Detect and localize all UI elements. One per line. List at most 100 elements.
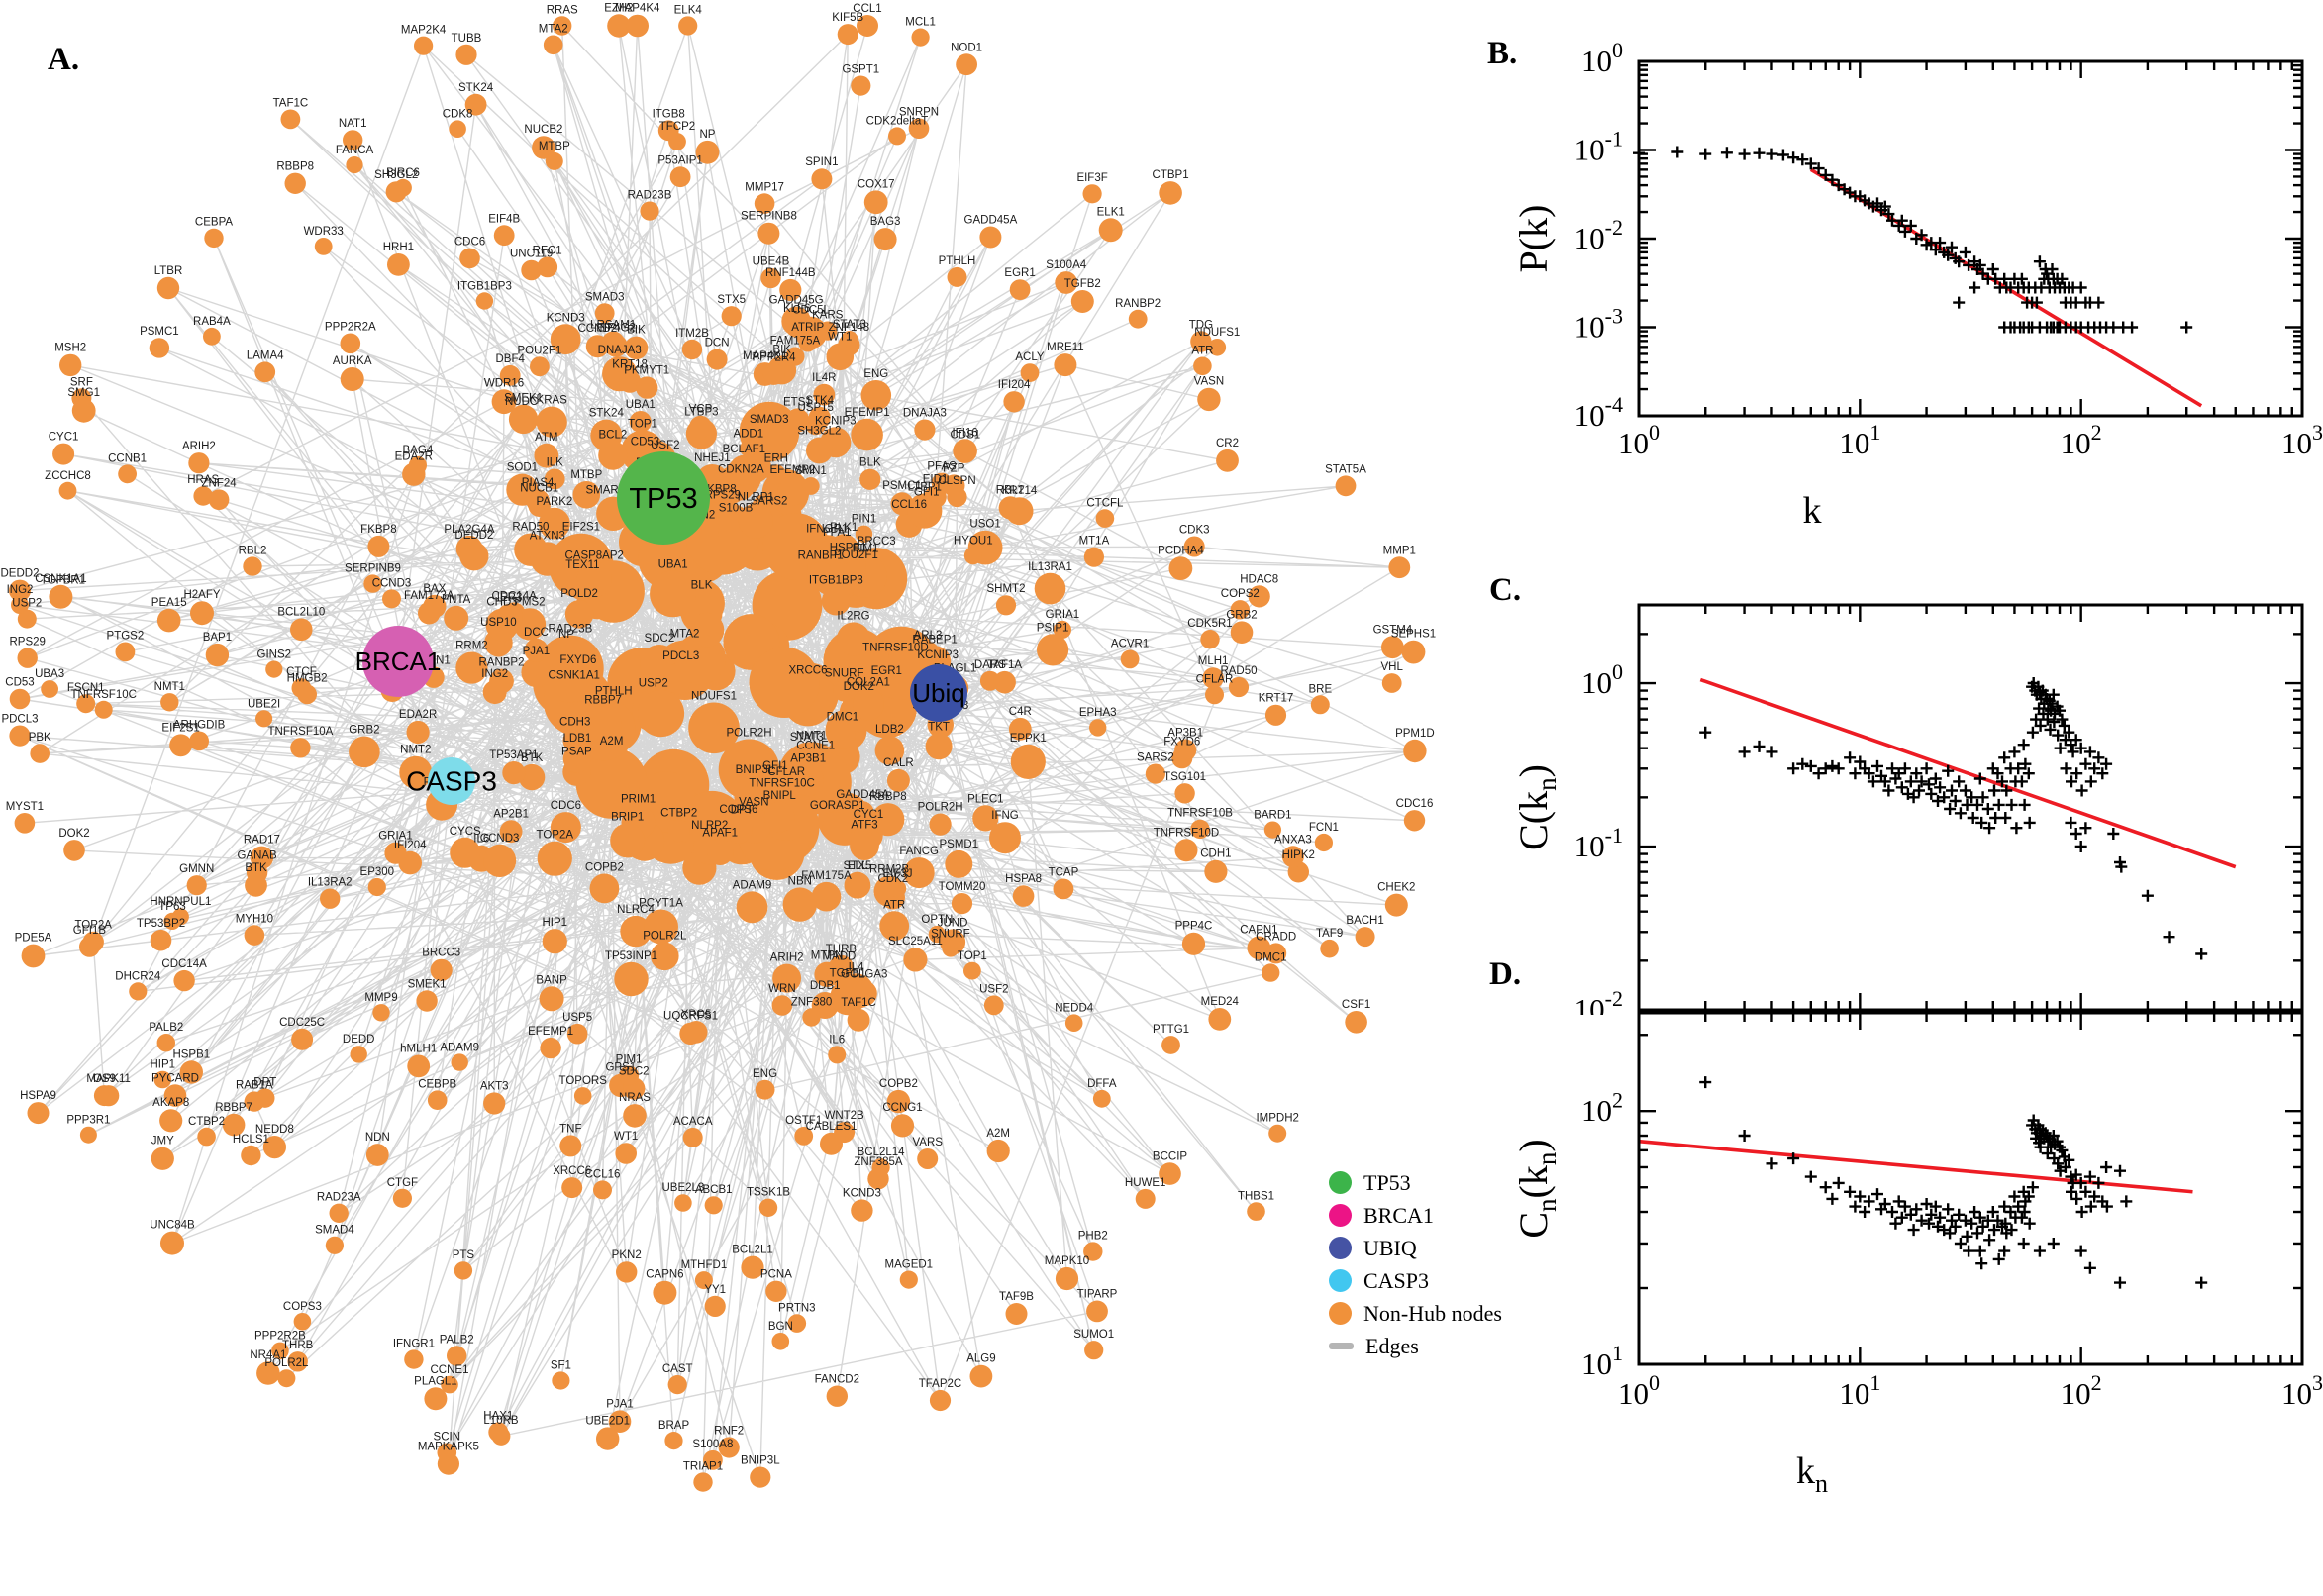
gene-label: POLR2H <box>918 802 963 814</box>
gene-label: NP <box>558 629 574 641</box>
gene-label: PPP2R2B <box>254 1331 306 1343</box>
nonhub-node <box>291 1028 314 1050</box>
gene-label: TOP2A <box>537 830 574 842</box>
nonhub-node <box>1228 676 1250 698</box>
nonhub-node <box>545 151 563 170</box>
nonhub-node <box>1265 943 1287 964</box>
gene-label: PDE5A <box>15 933 52 945</box>
nonhub-node <box>499 364 521 386</box>
nonhub-node <box>821 586 851 616</box>
gene-label: BNIP3L <box>736 764 775 776</box>
gene-label: FXYD6 <box>559 654 596 666</box>
nonhub-node <box>718 1437 740 1458</box>
gene-label: C4R <box>1009 706 1032 718</box>
nonhub-node <box>851 75 871 96</box>
gene-label: HSPB1 <box>172 1048 210 1060</box>
gene-label: CTBP2 <box>188 1116 225 1128</box>
gene-label: TIPARP <box>1077 1289 1118 1301</box>
nonhub-node <box>945 849 973 878</box>
gene-label: TSSK1B <box>747 1187 790 1199</box>
gene-label: GANAB <box>237 850 277 862</box>
gene-label: CDK2 <box>877 873 908 885</box>
gene-label: MADD <box>822 950 856 962</box>
gene-label: IL4 <box>849 961 865 973</box>
gene-label: DEDD <box>343 1034 375 1046</box>
nonhub-node <box>706 839 734 865</box>
gene-label: PPP4C <box>1175 921 1213 933</box>
gene-label: TAF1C <box>841 997 876 1009</box>
gene-label: BCL2L14 <box>858 1147 906 1158</box>
nonhub-node <box>1084 1341 1104 1360</box>
gene-label: SH3GL2 <box>374 169 418 181</box>
gene-label: AURKA <box>333 355 372 367</box>
hub-label-tp53: TP53 <box>629 483 697 515</box>
gene-label: UNC119 <box>510 249 553 260</box>
nonhub-node <box>179 1060 203 1084</box>
nonhub-node <box>404 1349 424 1369</box>
nonhub-node <box>682 1127 703 1147</box>
tick-marks <box>1637 59 2304 418</box>
nonhub-node <box>1037 634 1069 666</box>
nonhub-node <box>669 166 691 188</box>
gene-label: ATR <box>883 899 905 911</box>
gene-label: HAX1 <box>483 1410 513 1422</box>
nonhub-node <box>340 367 364 391</box>
gene-label: STK4 <box>805 395 834 407</box>
gene-label: BCL2L10 <box>277 606 325 618</box>
gene-label: PIM1 <box>853 543 879 554</box>
gene-label: UBE4B <box>753 256 790 268</box>
nonhub-node <box>188 452 210 474</box>
legend-item-label: BRCA1 <box>1364 1202 1434 1228</box>
hub-node-ubiq <box>910 664 967 722</box>
gene-label: PPP2R4 <box>752 351 796 363</box>
gene-label: MAPKAPK5 <box>418 1442 479 1453</box>
gene-label: PLAGL1 <box>414 1375 456 1387</box>
gene-label: SEPHS1 <box>1391 629 1436 641</box>
y-tick-label: 101 <box>1581 1341 1623 1381</box>
nonhub-node <box>704 1196 723 1215</box>
nonhub-node <box>193 486 213 506</box>
nonhub-node <box>208 489 230 510</box>
nonhub-node <box>765 464 786 485</box>
gene-label: TEX11 <box>565 559 599 571</box>
nonhub-node <box>903 948 928 972</box>
gene-label: RBBP8 <box>276 161 314 173</box>
nonhub-node <box>129 982 148 1001</box>
nonhub-node <box>9 725 31 747</box>
gene-label: NDN <box>365 1132 390 1144</box>
gene-label: NOD1 <box>951 42 982 53</box>
gene-label: NLRP1 <box>738 492 774 504</box>
nonhub-node <box>550 324 581 355</box>
nonhub-node <box>1034 572 1066 605</box>
legend-item: CASP3 <box>1329 1264 1502 1297</box>
gene-label: CALR <box>883 757 914 769</box>
gene-label: BAX <box>423 583 446 595</box>
gene-label: TNFRSF10A <box>267 726 333 738</box>
nonhub-node <box>483 1092 506 1115</box>
nonhub-node <box>724 816 753 844</box>
gene-label: CSF1 <box>1342 999 1370 1011</box>
gene-label: MTA2 <box>670 629 700 641</box>
nonhub-node <box>293 1313 312 1331</box>
gene-label: A2M <box>600 736 624 748</box>
gene-label: BRCC3 <box>422 948 460 959</box>
gene-label: HSPB1 <box>830 542 867 553</box>
gene-label: GSPT1 <box>842 64 879 76</box>
gene-label: NUCB2 <box>524 124 562 136</box>
nonhub-node <box>1230 600 1251 620</box>
nonhub-node <box>254 361 276 383</box>
nonhub-node <box>287 1351 308 1372</box>
nonhub-node <box>616 1261 638 1283</box>
panel-a-label: A. <box>48 42 80 77</box>
gene-label: HIP1 <box>543 917 568 929</box>
gene-label: PARK2 <box>536 496 572 508</box>
nonhub-node <box>186 875 207 896</box>
nonhub-node <box>21 944 46 968</box>
gene-label: ATR <box>1191 346 1213 357</box>
nonhub-nodes-layer <box>9 14 1427 1492</box>
nonhub-node <box>828 1046 847 1064</box>
nonhub-node <box>63 840 85 861</box>
gene-label: PTS <box>453 1249 475 1261</box>
gene-label: NAT1 <box>339 118 367 130</box>
gene-label: FCN1 <box>1309 822 1339 834</box>
